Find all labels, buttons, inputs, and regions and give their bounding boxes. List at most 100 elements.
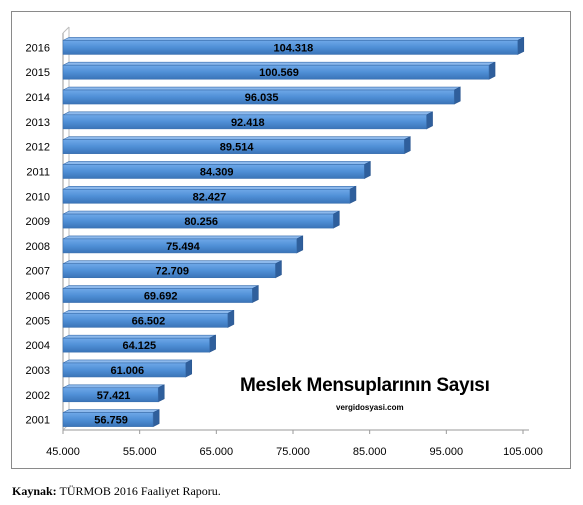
bar-front-face (62, 164, 365, 179)
bar-top-face (62, 136, 411, 140)
bar-side-face (152, 409, 160, 428)
y-tick-label: 2011 (26, 166, 50, 178)
bar-side-face (403, 136, 411, 155)
bar: 75.494 (62, 235, 304, 254)
bar-side-face (426, 111, 433, 130)
bar: 57.421 (62, 384, 165, 403)
bar-side-face (209, 334, 216, 353)
bar-side-face (296, 235, 304, 254)
bar: 84.309 (62, 160, 371, 179)
bar-value-label: 64.125 (122, 340, 156, 352)
bar-value-label: 84.309 (200, 166, 234, 178)
bar: 64.125 (62, 334, 216, 353)
bar-value-label: 56.759 (94, 415, 128, 427)
bar-front-face (62, 238, 298, 254)
bar-front-face (62, 64, 490, 80)
bar-value-label: 75.494 (166, 241, 201, 253)
x-tick-label: 55.000 (123, 446, 157, 458)
bar-front-face (62, 40, 519, 55)
bar-front-face (62, 188, 351, 204)
bar-front-face (62, 288, 253, 303)
bar-side-face (349, 185, 357, 204)
bar: 100.569 (62, 61, 496, 80)
bar-front-face (62, 139, 405, 154)
bar-top-face (62, 359, 192, 364)
bar-front-face (62, 263, 276, 279)
bar-value-label: 80.256 (184, 216, 218, 228)
source-text: TÜRMOB 2016 Faaliyet Raporu. (59, 484, 221, 498)
bar-side-face (453, 86, 461, 105)
bar-side-face (517, 36, 525, 55)
bar-side-face (275, 260, 282, 279)
y-tick-label: 2016 (26, 42, 50, 54)
bar-value-label: 61.006 (111, 365, 145, 377)
bar-front-face (62, 313, 229, 328)
bar-side-face (488, 61, 496, 80)
bar-value-label: 69.692 (144, 291, 178, 303)
bar: 66.502 (62, 309, 235, 328)
bar-front-face (62, 387, 159, 403)
bar-value-label: 72.709 (155, 266, 189, 278)
bar: 82.427 (62, 185, 357, 204)
bar-top-face (62, 37, 524, 41)
chart-subtitle: vergidosyasi.com (336, 403, 404, 412)
y-tick-label: 2001 (26, 415, 50, 427)
y-tick-label: 2004 (26, 340, 50, 352)
source-note: Kaynak: TÜRMOB 2016 Faaliyet Raporu. (12, 484, 221, 499)
chart-title: Meslek Mensuplarının Sayısı (240, 375, 490, 396)
x-tick-label: 45.000 (46, 446, 80, 458)
bar: 69.692 (62, 285, 259, 304)
bar-top-face (62, 111, 433, 116)
bar-top-face (62, 384, 165, 389)
x-tick-label: 95.000 (430, 446, 464, 458)
bar-value-label: 66.502 (132, 315, 166, 327)
x-tick-label: 105.000 (503, 446, 543, 458)
bar-top-face (62, 161, 371, 165)
y-tick-label: 2003 (26, 365, 50, 377)
x-tick-label: 75.000 (276, 446, 310, 458)
bar-value-label: 57.421 (97, 390, 131, 402)
bar-top-face (62, 185, 357, 190)
y-tick-label: 2002 (26, 390, 50, 402)
bar-side-face (227, 309, 235, 328)
bar-top-face (62, 334, 216, 339)
y-tick-label: 2014 (26, 92, 50, 104)
x-tick-label: 65.000 (200, 446, 234, 458)
bar: 61.006 (62, 359, 193, 378)
bar-value-label: 100.569 (259, 67, 299, 79)
y-tick-label: 2015 (26, 67, 50, 79)
bar-top-face (62, 235, 303, 240)
bar: 104.318 (62, 36, 525, 55)
y-tick-label: 2009 (26, 216, 50, 228)
bar-value-label: 89.514 (220, 142, 255, 154)
bar-value-label: 92.418 (231, 117, 265, 129)
bar: 89.514 (62, 136, 411, 155)
bar: 92.418 (62, 111, 433, 130)
bar-front-face (62, 89, 455, 105)
y-tick-label: 2013 (26, 117, 50, 129)
bar-side-face (332, 210, 340, 229)
bar-top-face (62, 260, 282, 265)
bar-top-face (62, 285, 259, 289)
bar-value-label: 82.427 (193, 191, 227, 203)
x-axis-labels: 45.000 55.000 65.000 75.000 85.000 95.000 105.… (46, 446, 543, 458)
y-tick-label: 2012 (26, 142, 50, 154)
bar-front-face (62, 337, 210, 353)
bar-top-face (62, 210, 340, 215)
bar-front-face (62, 213, 334, 229)
y-tick-label: 2007 (26, 266, 50, 278)
bar-top-face (62, 61, 496, 66)
bar-value-label: 104.318 (274, 42, 314, 54)
bar: 72.709 (62, 260, 282, 279)
bar-front-face (62, 362, 187, 378)
bar-side-face (185, 359, 193, 378)
wall-top-edge (62, 26, 70, 34)
x-tick-label: 85.000 (353, 446, 387, 458)
bar: 96.035 (62, 86, 461, 105)
y-tick-label: 2008 (26, 241, 50, 253)
bar-front-face (62, 114, 427, 130)
bar-side-face (157, 384, 165, 403)
y-tick-label: 2006 (26, 291, 50, 303)
bar-top-face (62, 310, 234, 314)
